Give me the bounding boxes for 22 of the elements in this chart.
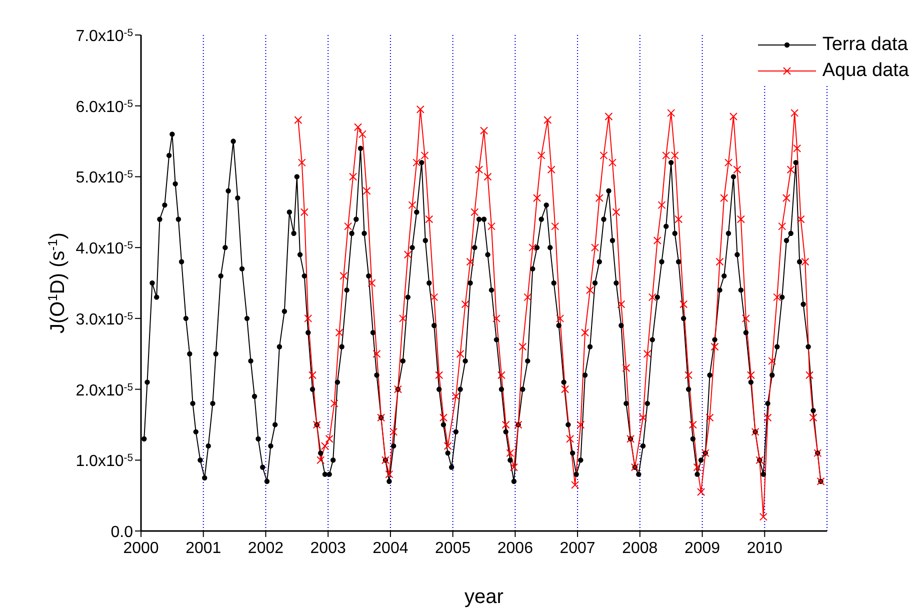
- x-tick-label: 2002: [248, 540, 284, 557]
- y-tick-label: 6.0x10$^{-5}$: [76, 98, 134, 116]
- y-tick-label: 2.0x10$^{-5}$: [76, 382, 134, 400]
- y-tick-label: 1.0x10$^{-5}$: [76, 452, 134, 470]
- y-tick-label: 3.0x10$^{-5}$: [76, 310, 134, 328]
- y-tick-label: 0.0: [110, 524, 134, 541]
- legend-label: Aqua data: [822, 60, 909, 82]
- legend-label: Terra data: [822, 34, 908, 56]
- x-tick-label: 2009: [684, 540, 720, 557]
- x-tick-label: 2001: [186, 540, 222, 557]
- x-axis-title: year: [464, 586, 504, 608]
- x-tick-label: 2008: [622, 540, 658, 557]
- x-tick-label: 2003: [310, 540, 346, 557]
- x-tick-label: 2006: [497, 540, 534, 557]
- x-tick-label: 2000: [123, 540, 159, 557]
- y-tick-label: 5.0x10$^{-5}$: [76, 169, 134, 187]
- y-tick-label: 4.0x10$^{-5}$: [76, 240, 134, 258]
- y-tick-label: 7.0x10$^{-5}$: [76, 28, 134, 45]
- x-tick-label: 2010: [746, 540, 783, 557]
- x-tick-label: 2005: [435, 540, 471, 557]
- x-tick-label: 2007: [560, 540, 596, 557]
- x-tick-label: 2004: [372, 540, 408, 557]
